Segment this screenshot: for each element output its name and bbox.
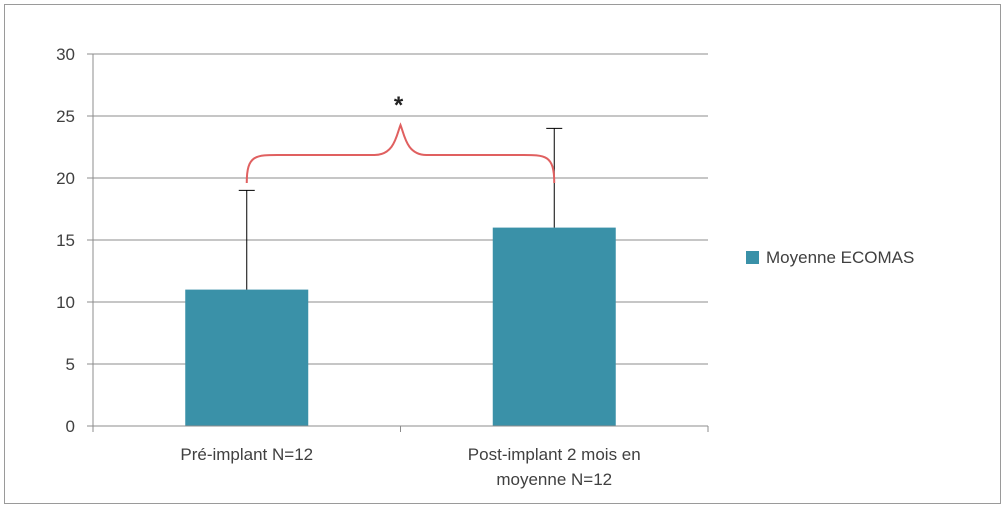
bar [492, 227, 616, 426]
legend-label: Moyenne ECOMAS [766, 248, 914, 267]
bar [185, 289, 309, 426]
y-tick-labels: 0 5 10 15 20 25 30 [56, 45, 75, 436]
bars [185, 227, 616, 426]
y-tick-label: 30 [56, 45, 75, 64]
legend: Moyenne ECOMAS [746, 248, 914, 267]
significance-annotation: * [245, 92, 556, 184]
bar-chart: 0 5 10 15 20 25 30 Pré-implant N=12 Post-implan… [56, 45, 914, 489]
y-tick-label: 20 [56, 169, 75, 188]
x-category-label: moyenne N=12 [496, 470, 612, 489]
y-tick-label: 5 [66, 355, 75, 374]
y-tick-label: 15 [56, 231, 75, 250]
legend-swatch [746, 251, 759, 264]
y-tick-label: 0 [66, 417, 75, 436]
chart-frame: 0 5 10 15 20 25 30 Pré-implant N=12 Post-implan… [4, 4, 1001, 504]
significance-brace [245, 122, 556, 184]
x-category-label: Post-implant 2 mois en [468, 445, 641, 464]
y-tick-label: 25 [56, 107, 75, 126]
axes [87, 53, 709, 432]
x-category-label: Pré-implant N=12 [180, 445, 313, 464]
y-tick-label: 10 [56, 293, 75, 312]
significance-star: * [394, 92, 404, 119]
x-category-labels: Pré-implant N=12 Post-implant 2 mois en mo… [180, 445, 640, 489]
